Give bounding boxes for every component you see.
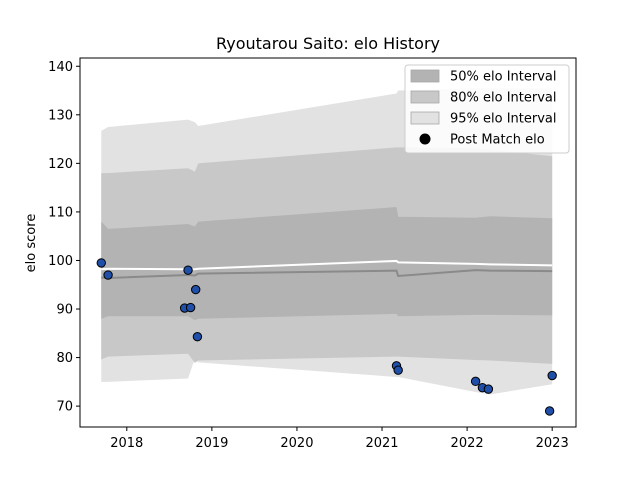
data-point	[96, 258, 106, 268]
plot-frame	[79, 57, 577, 428]
x-tick-label: 2021	[365, 436, 398, 451]
y-tick-label: 110	[48, 205, 73, 220]
x-tick-label: 2018	[110, 436, 143, 451]
chart-title: Ryoutarou Saito: elo History	[216, 34, 440, 53]
y-tick-label: 120	[48, 157, 73, 172]
y-tick-label: 140	[48, 60, 73, 75]
elo-lines	[101, 259, 553, 279]
data-point	[393, 365, 403, 375]
legend-label: Post Match elo	[450, 133, 545, 148]
elo-line-2	[101, 269, 553, 279]
chart-legend: 50% elo Interval 80% elo Interval 95% elo …	[404, 64, 570, 154]
data-point	[483, 384, 494, 394]
legend-swatch-80-elo-interval	[410, 90, 440, 104]
x-tick-label: 2022	[451, 436, 484, 451]
legend-label: 50% elo Interval	[450, 70, 557, 85]
legend-label: 80% elo Interval	[450, 91, 557, 106]
x-tick-label: 2019	[195, 436, 228, 451]
y-tick-label: 80	[56, 351, 73, 366]
x-tick-label: 2023	[536, 436, 569, 451]
y-tick-label: 100	[48, 254, 73, 269]
data-point	[185, 302, 196, 313]
elo-line-1	[101, 259, 553, 271]
post-match-points	[96, 258, 557, 416]
data-point	[544, 406, 555, 416]
x-axis-ticks: 2018 2019 2020 2021 2022 2023	[110, 427, 569, 451]
data-point	[191, 284, 201, 295]
legend-swatch-50-elo-interval	[410, 69, 440, 83]
data-point	[192, 331, 203, 342]
y-tick-label: 90	[56, 303, 73, 318]
y-tick-label: 130	[48, 108, 73, 123]
x-tick-label: 2020	[280, 436, 313, 451]
y-axis-ticks: 70 80 90 100 110 120 130 140	[48, 60, 80, 415]
y-axis-label: elo score	[24, 214, 39, 273]
y-tick-label: 70	[56, 400, 73, 415]
legend-swatch-95-elo-interval	[410, 111, 440, 125]
data-point	[470, 376, 481, 387]
interval-bands	[101, 88, 553, 395]
data-point	[183, 265, 193, 275]
data-point	[103, 270, 113, 280]
legend-label: 95% elo Interval	[450, 112, 557, 127]
data-point	[547, 370, 557, 381]
legend-box	[404, 64, 570, 154]
legend-marker-post-match-elo	[419, 133, 431, 145]
